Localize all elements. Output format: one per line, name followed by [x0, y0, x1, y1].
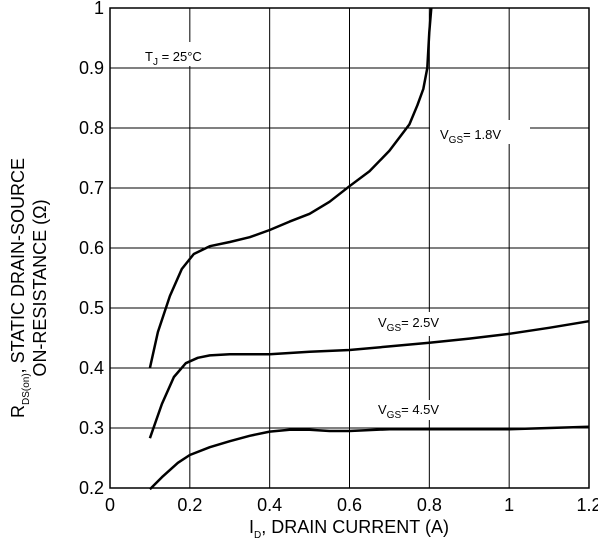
annotation-bg	[130, 42, 250, 66]
x-tick-label: 0.6	[337, 495, 362, 515]
y-tick-label: 0.4	[79, 358, 104, 378]
y-tick-label: 1	[94, 0, 104, 18]
x-tick-label: 1.2	[576, 495, 598, 515]
y-tick-label: 0.7	[79, 178, 104, 198]
series-group	[148, 7, 590, 491]
y-axis-ticks: 0.2 0.3 0.4 0.5 0.6 0.7 0.8 0.9 1	[79, 0, 104, 498]
series-label-2-5v: VGS= 2.5V	[378, 315, 439, 334]
grid	[109, 7, 590, 489]
y-axis-title-line2: ON-RESISTANCE (Ω)	[30, 199, 50, 376]
series-label-1-8v: VGS= 1.8V	[440, 127, 501, 146]
y-tick-label: 0.5	[79, 298, 104, 318]
x-tick-label: 0	[105, 495, 115, 515]
plot-frame	[109, 7, 590, 489]
x-axis-ticks: 0 0.2 0.4 0.6 0.8 1 1.2	[105, 495, 598, 515]
y-tick-label: 0.8	[79, 118, 104, 138]
label-bg-3	[372, 400, 462, 420]
series-line-1-8v	[148, 7, 433, 369]
y-axis-title-line1: RDS(on), STATIC DRAIN-SOURCE	[8, 158, 32, 418]
x-tick-label: 0.8	[417, 495, 442, 515]
x-tick-label: 1	[504, 495, 514, 515]
y-tick-label: 0.6	[79, 238, 104, 258]
label-bg-1	[430, 120, 530, 144]
label-bg-2	[372, 312, 462, 336]
y-tick-label: 0.3	[79, 418, 104, 438]
temperature-annotation: TJ = 25°C	[145, 49, 202, 68]
x-tick-label: 0.4	[257, 495, 282, 515]
x-tick-label: 0.2	[177, 495, 202, 515]
x-axis-title: ID, DRAIN CURRENT (A)	[249, 517, 449, 541]
y-tick-label: 0.2	[79, 478, 104, 498]
series-line-4-5v	[149, 425, 590, 491]
series-line-2-5v	[148, 319, 590, 439]
series-label-4-5v: VGS= 4.5V	[378, 402, 439, 421]
y-tick-label: 0.9	[79, 58, 104, 78]
